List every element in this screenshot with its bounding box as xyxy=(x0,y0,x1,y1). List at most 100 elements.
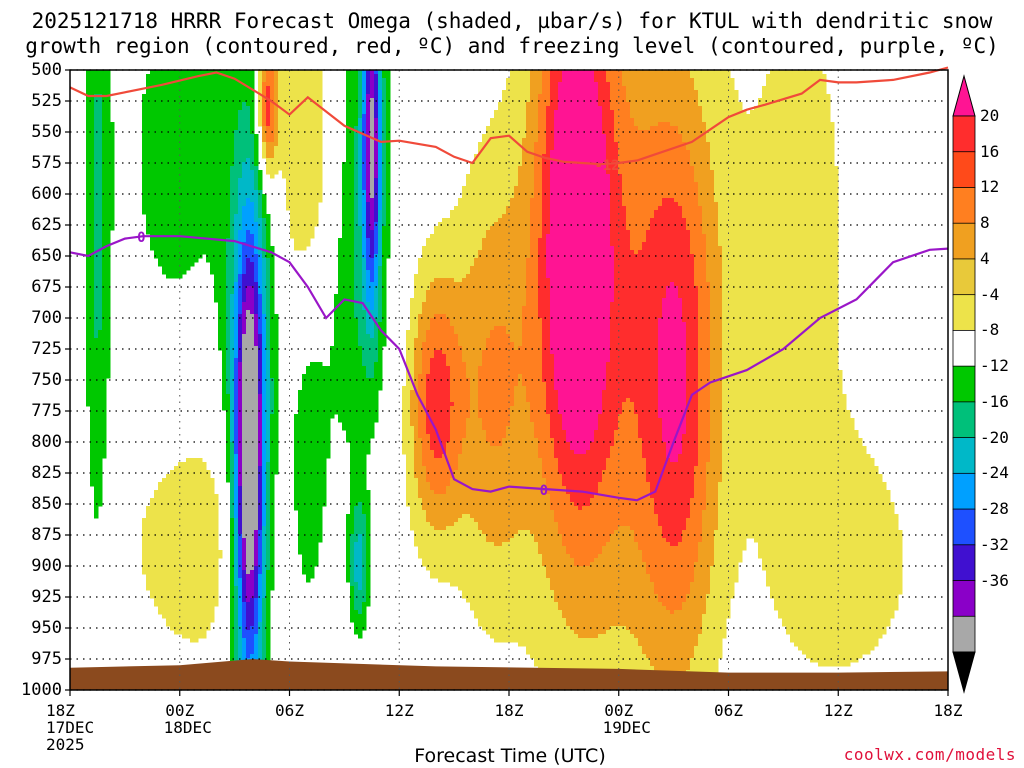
omega-cell xyxy=(294,474,299,479)
omega-cell xyxy=(242,626,247,631)
omega-cell xyxy=(158,98,163,103)
omega-cell xyxy=(262,566,267,571)
omega-cell xyxy=(190,230,195,235)
omega-cell xyxy=(238,346,243,351)
omega-cell xyxy=(194,214,199,219)
omega-cell xyxy=(274,166,279,171)
omega-cell xyxy=(254,422,259,427)
omega-cell xyxy=(302,142,307,147)
omega-cell xyxy=(166,182,171,187)
omega-cell xyxy=(194,250,199,255)
omega-cell xyxy=(310,450,315,455)
omega-cell xyxy=(86,126,91,131)
omega-cell xyxy=(234,398,239,403)
omega-cell xyxy=(250,330,255,335)
omega-cell xyxy=(242,314,247,319)
omega-cell xyxy=(170,494,175,499)
omega-cell xyxy=(302,106,307,111)
omega-cell xyxy=(302,398,307,403)
omega-cell xyxy=(242,634,247,639)
omega-cell xyxy=(302,546,307,551)
omega-cell xyxy=(230,434,235,439)
omega-cell xyxy=(314,462,319,467)
omega-cell xyxy=(230,194,235,199)
omega-cell xyxy=(230,134,235,139)
omega-cell xyxy=(226,390,231,395)
omega-cell xyxy=(250,278,255,283)
omega-cell xyxy=(90,386,95,391)
omega-cell xyxy=(90,318,95,323)
omega-cell xyxy=(302,390,307,395)
omega-cell xyxy=(198,174,203,179)
omega-cell xyxy=(258,482,263,487)
omega-cell xyxy=(266,470,271,475)
omega-cell xyxy=(238,166,243,171)
omega-cell xyxy=(258,646,263,651)
omega-cell xyxy=(234,122,239,127)
omega-cell xyxy=(186,90,191,95)
omega-cell xyxy=(250,78,255,83)
omega-cell xyxy=(210,198,215,203)
omega-cell xyxy=(106,290,111,295)
omega-cell xyxy=(186,458,191,463)
omega-cell xyxy=(226,462,231,467)
omega-cell xyxy=(206,166,211,171)
omega-cell xyxy=(234,358,239,363)
omega-cell xyxy=(194,574,199,579)
omega-cell xyxy=(250,638,255,643)
omega-cell xyxy=(250,382,255,387)
omega-cell xyxy=(198,582,203,587)
omega-cell xyxy=(230,166,235,171)
omega-cell xyxy=(86,134,91,139)
omega-cell xyxy=(222,326,227,331)
omega-cell xyxy=(314,522,319,527)
omega-cell xyxy=(90,406,95,411)
omega-cell xyxy=(266,106,271,111)
omega-cell xyxy=(150,530,155,535)
omega-cell xyxy=(246,258,251,263)
omega-cell xyxy=(234,522,239,527)
omega-cell xyxy=(254,586,259,591)
omega-cell xyxy=(222,174,227,179)
omega-cell xyxy=(242,298,247,303)
omega-cell xyxy=(254,494,259,499)
omega-cell xyxy=(190,210,195,215)
omega-cell xyxy=(266,298,271,303)
omega-cell xyxy=(266,534,271,539)
omega-cell xyxy=(254,338,259,343)
omega-cell xyxy=(246,334,251,339)
omega-cell xyxy=(270,126,275,131)
omega-cell xyxy=(250,562,255,567)
omega-cell xyxy=(322,394,327,399)
omega-cell xyxy=(250,314,255,319)
omega-cell xyxy=(98,298,103,303)
omega-cell xyxy=(262,634,267,639)
omega-cell xyxy=(298,530,303,535)
omega-cell xyxy=(230,214,235,219)
omega-cell xyxy=(250,514,255,519)
omega-cell xyxy=(182,106,187,111)
omega-cell xyxy=(206,514,211,519)
omega-cell xyxy=(186,246,191,251)
omega-cell xyxy=(250,454,255,459)
omega-cell xyxy=(174,266,179,271)
omega-cell xyxy=(190,110,195,115)
omega-cell xyxy=(326,366,331,371)
omega-cell xyxy=(254,622,259,627)
omega-cell xyxy=(218,90,223,95)
omega-cell xyxy=(174,134,179,139)
omega-cell xyxy=(246,598,251,603)
omega-cell xyxy=(214,562,219,567)
omega-cell xyxy=(246,414,251,419)
omega-cell xyxy=(210,550,215,555)
omega-cell xyxy=(250,390,255,395)
omega-cell xyxy=(202,110,207,115)
omega-cell xyxy=(318,102,323,107)
omega-cell xyxy=(174,74,179,79)
omega-cell xyxy=(246,622,251,627)
omega-cell xyxy=(242,610,247,615)
omega-cell xyxy=(142,190,147,195)
omega-cell xyxy=(150,534,155,539)
omega-cell xyxy=(218,234,223,239)
omega-cell xyxy=(234,194,239,199)
